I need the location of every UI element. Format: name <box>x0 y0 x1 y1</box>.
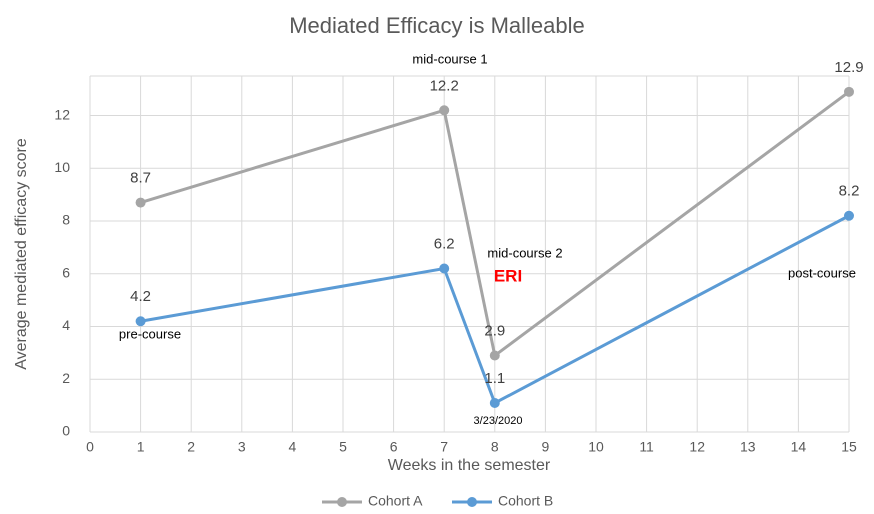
series-line <box>140 214 850 406</box>
y-tick-label: 12 <box>54 106 70 122</box>
x-tick-label: 8 <box>491 439 499 455</box>
x-tick-label: 4 <box>289 439 297 455</box>
data-label: 8.2 <box>839 183 860 200</box>
data-label: 4.2 <box>130 288 151 305</box>
data-point <box>439 105 450 116</box>
data-label: 6.2 <box>434 235 455 252</box>
y-tick-label: 8 <box>62 212 70 228</box>
data-point <box>489 350 500 361</box>
legend-label: Cohort A <box>368 493 423 509</box>
x-axis-label: Weeks in the semester <box>388 457 551 474</box>
y-tick-label: 0 <box>62 423 70 439</box>
annotation: pre-course <box>119 326 181 341</box>
data-point <box>439 263 450 274</box>
series-line <box>140 90 850 359</box>
x-tick-label: 7 <box>440 439 448 455</box>
x-tick-label: 9 <box>542 439 550 455</box>
x-tick-label: 15 <box>841 439 857 455</box>
y-tick-label: 4 <box>62 317 70 333</box>
x-tick-label: 3 <box>238 439 246 455</box>
data-point <box>844 210 854 221</box>
data-label: 2.9 <box>484 322 505 339</box>
annotation: post-course <box>788 265 856 280</box>
y-tick-label: 2 <box>62 370 70 386</box>
x-tick-label: 14 <box>791 439 807 455</box>
y-tick-label: 6 <box>62 264 70 280</box>
data-label: 12.2 <box>430 77 459 94</box>
annotation: ERI <box>494 266 522 285</box>
data-label: 1.1 <box>484 370 505 387</box>
y-axis-label: Average mediated efficacy score <box>13 138 30 370</box>
legend-swatch-dot <box>467 497 477 507</box>
data-label: 12.9 <box>834 59 863 76</box>
legend-swatch-dot <box>337 497 347 507</box>
legend-label: Cohort B <box>498 493 553 509</box>
annotation: 3/23/2020 <box>474 415 523 427</box>
y-tick-label: 10 <box>54 159 70 175</box>
data-point <box>844 86 854 97</box>
x-tick-label: 11 <box>639 439 654 455</box>
x-tick-label: 13 <box>740 439 756 455</box>
data-label: 8.7 <box>130 170 151 187</box>
data-point <box>135 197 146 208</box>
x-tick-label: 6 <box>390 439 398 455</box>
annotation: mid-course 2 <box>487 245 562 260</box>
x-tick-label: 10 <box>588 439 604 455</box>
x-tick-label: 0 <box>86 439 94 455</box>
x-tick-label: 5 <box>339 439 347 455</box>
data-point <box>489 397 500 408</box>
data-point <box>135 316 146 327</box>
annotation: mid-course 1 <box>412 51 487 66</box>
x-tick-label: 2 <box>187 439 195 455</box>
x-tick-label: 12 <box>689 439 705 455</box>
x-tick-label: 1 <box>137 439 145 455</box>
chart-title: Mediated Efficacy is Malleable <box>289 13 585 38</box>
